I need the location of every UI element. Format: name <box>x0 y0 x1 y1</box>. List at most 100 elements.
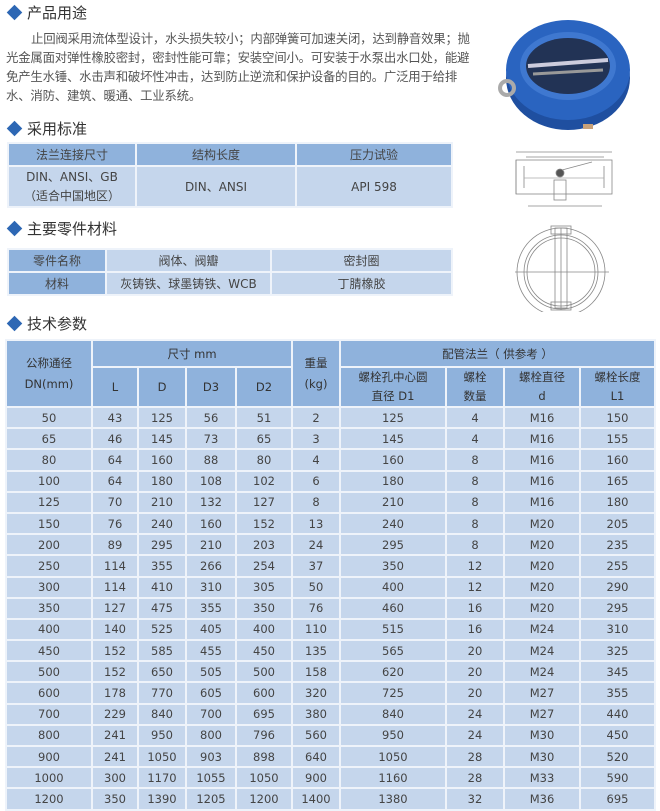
cell-D1: 620 <box>339 660 447 684</box>
table-row: 500 152 650 505 500 158 620 20 M24 345 <box>5 660 656 684</box>
cell-bolt-length: 255 <box>579 554 656 578</box>
table-row: 900 241 1050 903 898 640 1050 28 M30 520 <box>5 744 656 769</box>
standards-table: 法兰连接尺寸 结构长度 压力试验 DIN、ANSI、GB （适合中国地区） DIN、AN… <box>7 142 453 208</box>
cell-weight: 158 <box>291 660 341 684</box>
cell: API 598 <box>295 165 453 208</box>
cell-dn: 100 <box>5 469 93 493</box>
cell-bolt-count: 32 <box>445 787 505 811</box>
cell-bolt-diameter: M16 <box>503 405 581 430</box>
header-size: 尺寸 mm <box>91 339 293 368</box>
cell-D2: 305 <box>235 575 293 599</box>
table-row: 50 43 125 56 51 2 125 4 M16 150 <box>5 405 656 430</box>
cell-dn: 450 <box>5 639 93 663</box>
cell-D1: 1050 <box>339 744 447 769</box>
cell-D2: 400 <box>235 617 293 642</box>
cell-D1: 350 <box>339 554 447 578</box>
header-bolt-diameter: 螺栓直径 d <box>503 366 581 408</box>
cell-bolt-length: 295 <box>579 596 656 620</box>
cell-bolt-diameter: M16 <box>503 448 581 472</box>
cell-bolt-diameter: M24 <box>503 660 581 684</box>
cell-bolt-diameter: M16 <box>503 490 581 514</box>
table-row: 200 89 295 210 203 24 295 8 M20 235 <box>5 533 656 557</box>
cell-bolt-count: 16 <box>445 596 505 620</box>
header-line: 螺栓直径 <box>519 370 565 384</box>
cell-bolt-count: 8 <box>445 533 505 557</box>
header-L: L <box>91 366 139 408</box>
cell: 零件名称 <box>7 248 107 273</box>
cell-D1: 145 <box>339 427 447 451</box>
cell-bolt-length: 205 <box>579 511 656 536</box>
cell-D: 1170 <box>137 766 187 790</box>
cell-weight: 380 <box>291 702 341 726</box>
header-weight: 重量 (kg) <box>291 339 341 408</box>
cell-bolt-diameter: M27 <box>503 702 581 726</box>
cell-dn: 250 <box>5 554 93 578</box>
cell-D: 585 <box>137 639 187 663</box>
cell: 灰铸铁、球墨铸铁、WCB <box>105 271 272 296</box>
cell-D: 1050 <box>137 744 187 769</box>
cell-dn: 800 <box>5 723 93 748</box>
cell-D1: 160 <box>339 448 447 472</box>
cell-bolt-length: 520 <box>579 744 656 769</box>
table-row: 150 76 240 160 152 13 240 8 M20 205 <box>5 511 656 536</box>
cell-D1: 950 <box>339 723 447 748</box>
cell-D2: 898 <box>235 744 293 769</box>
cell-dn: 1000 <box>5 766 93 790</box>
cell-D3: 355 <box>185 596 237 620</box>
cell-bolt-diameter: M27 <box>503 681 581 705</box>
table-row: 1000 300 1170 1055 1050 900 1160 28 M33 590 <box>5 766 656 790</box>
cell-D2: 1200 <box>235 787 293 811</box>
cell-D: 240 <box>137 511 187 536</box>
cell-dn: 125 <box>5 490 93 514</box>
cell-L: 127 <box>91 596 139 620</box>
cell-L: 89 <box>91 533 139 557</box>
cell-D2: 254 <box>235 554 293 578</box>
diamond-bullet-icon <box>6 4 23 21</box>
cell-D3: 700 <box>185 702 237 726</box>
cell-D1: 295 <box>339 533 447 557</box>
cell-bolt-length: 695 <box>579 787 656 811</box>
cell-D3: 160 <box>185 511 237 536</box>
cell-line: （适合中国地区） <box>23 188 120 203</box>
cell-D3: 266 <box>185 554 237 578</box>
cell-L: 64 <box>91 469 139 493</box>
header-line: DN(mm) <box>24 376 74 391</box>
cell-D2: 796 <box>235 723 293 748</box>
cell-bolt-diameter: M20 <box>503 511 581 536</box>
cell-weight: 640 <box>291 744 341 769</box>
cell-weight: 110 <box>291 617 341 642</box>
cell-D: 355 <box>137 554 187 578</box>
cell-D2: 695 <box>235 702 293 726</box>
usage-paragraph: 止回阀采用流体型设计，水头损失较小；内部弹簧可加速关闭，达到静音效果；抛光金属面… <box>6 31 470 103</box>
cell-D1: 125 <box>339 405 447 430</box>
cell-bolt-length: 180 <box>579 490 656 514</box>
cell-D: 950 <box>137 723 187 748</box>
cell-weight: 3 <box>291 427 341 451</box>
header-d1: 螺栓孔中心圆 直径 D1 <box>339 366 447 408</box>
cell-L: 140 <box>91 617 139 642</box>
cell-D3: 1205 <box>185 787 237 811</box>
cell-weight: 6 <box>291 469 341 493</box>
table-row: 125 70 210 132 127 8 210 8 M16 180 <box>5 490 656 514</box>
cell-D: 1390 <box>137 787 187 811</box>
cell-D3: 605 <box>185 681 237 705</box>
cell-bolt-diameter: M20 <box>503 575 581 599</box>
cell-D: 145 <box>137 427 187 451</box>
cell: 材料 <box>7 271 107 296</box>
cell-D3: 310 <box>185 575 237 599</box>
cell-bolt-diameter: M20 <box>503 596 581 620</box>
header-line: (kg) <box>304 376 328 391</box>
cell-dn: 1200 <box>5 787 93 811</box>
cell-L: 152 <box>91 660 139 684</box>
section-usage: 产品用途 <box>6 2 87 23</box>
cell-L: 300 <box>91 766 139 790</box>
cell-bolt-count: 16 <box>445 617 505 642</box>
cell: 阀体、阀瓣 <box>105 248 272 273</box>
cell-bolt-diameter: M20 <box>503 533 581 557</box>
cell-bolt-count: 20 <box>445 681 505 705</box>
header-cell: 压力试验 <box>295 142 453 167</box>
cell-bolt-length: 165 <box>579 469 656 493</box>
header-line: 螺栓 <box>463 370 487 384</box>
cell-D1: 460 <box>339 596 447 620</box>
cell-bolt-count: 12 <box>445 554 505 578</box>
